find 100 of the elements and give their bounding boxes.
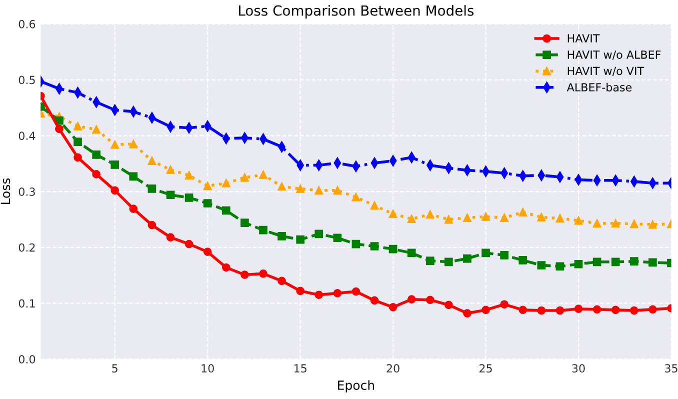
point bbox=[203, 182, 212, 190]
point bbox=[592, 258, 602, 266]
point bbox=[314, 290, 324, 300]
point bbox=[314, 186, 324, 195]
point bbox=[574, 304, 583, 313]
point bbox=[296, 184, 304, 193]
y-tick-label: 0.3 bbox=[18, 187, 35, 196]
legend-label: HAVIT w/o ALBEF bbox=[568, 50, 661, 60]
point bbox=[240, 270, 249, 279]
point bbox=[370, 242, 379, 250]
point bbox=[203, 248, 212, 256]
point bbox=[426, 210, 434, 219]
point bbox=[518, 256, 528, 264]
point bbox=[518, 306, 528, 314]
point bbox=[129, 172, 138, 181]
point bbox=[184, 171, 194, 180]
y-tick-label: 0.0 bbox=[18, 355, 36, 364]
point bbox=[592, 305, 602, 314]
point bbox=[611, 258, 620, 266]
point bbox=[352, 192, 360, 202]
x-tick-label: 30 bbox=[572, 364, 585, 373]
point bbox=[278, 232, 286, 240]
point bbox=[611, 219, 620, 228]
point bbox=[74, 138, 82, 146]
point bbox=[333, 289, 342, 298]
y-axis-title: Loss bbox=[0, 178, 10, 204]
x-tick-label: 5 bbox=[112, 364, 118, 373]
point bbox=[444, 300, 453, 310]
point bbox=[92, 170, 100, 178]
point bbox=[110, 140, 120, 149]
point bbox=[463, 309, 472, 318]
point bbox=[166, 233, 175, 242]
point bbox=[184, 240, 194, 248]
point bbox=[482, 306, 490, 314]
point bbox=[556, 214, 564, 222]
point bbox=[370, 201, 379, 210]
point bbox=[630, 220, 638, 228]
point bbox=[630, 257, 638, 266]
point bbox=[296, 235, 304, 244]
point bbox=[110, 160, 120, 169]
point bbox=[426, 296, 434, 304]
point bbox=[240, 173, 249, 182]
point bbox=[259, 226, 268, 234]
point bbox=[574, 260, 583, 268]
point bbox=[148, 220, 156, 230]
point bbox=[55, 124, 64, 134]
point bbox=[518, 208, 528, 216]
point bbox=[388, 244, 398, 254]
x-axis-title: Epoch bbox=[338, 380, 374, 392]
y-tick-label: 0.6 bbox=[18, 20, 36, 28]
point bbox=[352, 240, 360, 248]
x-tick-label: 20 bbox=[386, 364, 400, 373]
point bbox=[296, 286, 304, 296]
legend-label: ALBEF-base bbox=[566, 82, 632, 92]
point bbox=[426, 256, 434, 265]
point bbox=[630, 306, 638, 315]
point bbox=[388, 302, 398, 312]
point bbox=[537, 213, 546, 222]
point bbox=[222, 206, 230, 215]
point bbox=[407, 214, 416, 224]
point bbox=[92, 125, 100, 134]
point bbox=[110, 186, 120, 195]
point bbox=[259, 170, 268, 179]
x-tick-label: 25 bbox=[480, 364, 492, 373]
point bbox=[240, 218, 249, 227]
point bbox=[648, 220, 657, 229]
point bbox=[129, 140, 138, 148]
point bbox=[222, 178, 230, 188]
point bbox=[592, 219, 602, 228]
point bbox=[500, 251, 508, 260]
point bbox=[388, 210, 398, 218]
point bbox=[278, 182, 286, 191]
point bbox=[463, 254, 472, 263]
point bbox=[74, 153, 82, 162]
y-tick-label: 0.5 bbox=[18, 76, 35, 84]
point bbox=[407, 295, 416, 304]
point bbox=[333, 234, 342, 242]
point bbox=[556, 306, 564, 315]
point bbox=[482, 248, 490, 258]
point bbox=[222, 263, 230, 272]
x-tick-label: 35 bbox=[665, 364, 678, 373]
point bbox=[370, 296, 379, 305]
point bbox=[259, 269, 268, 278]
point bbox=[407, 248, 416, 258]
point bbox=[444, 258, 453, 266]
point bbox=[463, 214, 472, 222]
point bbox=[537, 306, 546, 315]
point bbox=[574, 216, 583, 225]
point bbox=[166, 190, 175, 200]
x-tick-label: 15 bbox=[294, 364, 306, 373]
chart-title: Loss Comparison Between Models bbox=[239, 5, 474, 18]
point bbox=[129, 204, 138, 214]
point bbox=[482, 212, 490, 221]
point bbox=[203, 199, 212, 208]
point bbox=[166, 166, 175, 174]
point bbox=[500, 214, 508, 222]
legend-label: HAVIT bbox=[568, 34, 600, 42]
y-tick-label: 0.1 bbox=[18, 299, 35, 308]
point bbox=[352, 287, 360, 296]
legend-label: HAVIT w/o VIT bbox=[568, 66, 644, 76]
